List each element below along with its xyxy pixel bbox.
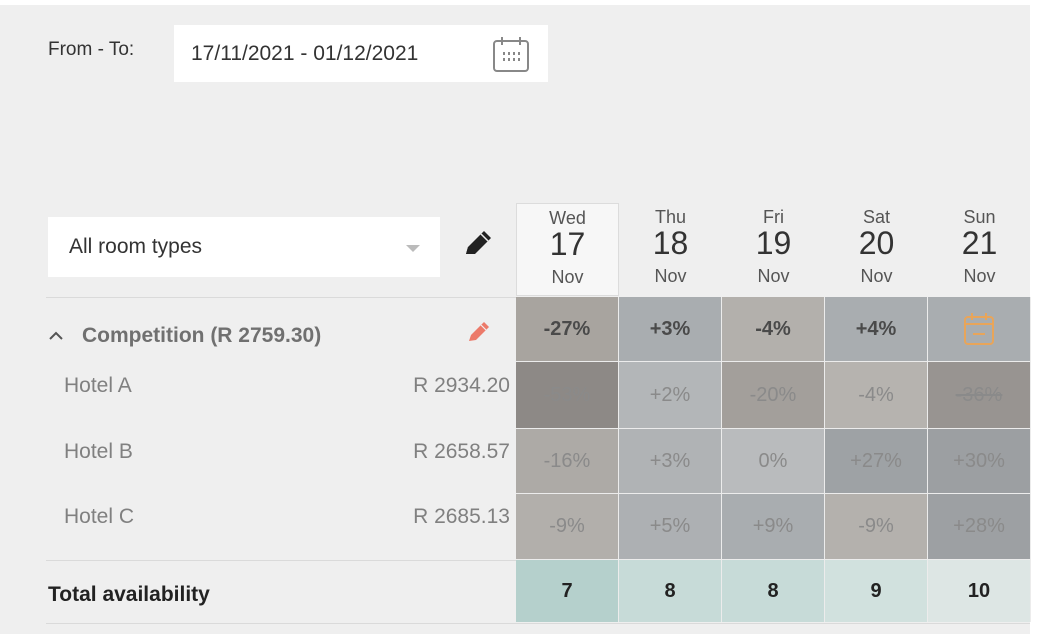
day-name: Sat xyxy=(862,207,891,227)
day-mon: Nov xyxy=(551,267,584,287)
rate-diff-value: +5% xyxy=(649,515,691,537)
day-name: Wed xyxy=(549,208,586,228)
availability-cell: 8 xyxy=(722,560,825,622)
competition-cell[interactable]: +3% xyxy=(619,297,722,362)
rate-diff-cell[interactable]: +9% xyxy=(722,494,825,560)
competition-cell[interactable]: -4% xyxy=(722,297,825,362)
rate-diff-cell[interactable]: -4% xyxy=(825,362,928,429)
rate-diff-cell[interactable]: +28% xyxy=(928,494,1031,560)
competition-cell-value: -27% xyxy=(543,317,591,340)
competition-cell[interactable]: -27% xyxy=(516,297,619,362)
totals-divider xyxy=(46,560,516,561)
rate-diff-cell[interactable]: +27% xyxy=(825,429,928,494)
rate-diff-cell[interactable]: -20% xyxy=(722,362,825,429)
availability-cell: 7 xyxy=(516,560,619,622)
day-name: Sun xyxy=(963,207,996,227)
day-header-20[interactable]: Sat 20 Nov xyxy=(825,203,928,296)
rate-diff-value: +27% xyxy=(850,449,902,472)
rate-diff-cell[interactable]: -36% xyxy=(928,362,1031,429)
day-name: Fri xyxy=(763,207,784,227)
pencil-icon[interactable] xyxy=(460,226,496,262)
rate-diff-cell[interactable]: +5% xyxy=(619,494,722,560)
day-header-21[interactable]: Sun 21 Nov xyxy=(928,203,1031,296)
rate-diff-value: -53% xyxy=(543,383,591,406)
competition-cell[interactable] xyxy=(928,297,1031,362)
hotel-price: R 2658.57 xyxy=(413,440,510,463)
rate-diff-value: -4% xyxy=(858,383,894,406)
calendar-warning-icon xyxy=(964,313,994,345)
hotel-price: R 2685.13 xyxy=(413,505,510,528)
header-divider xyxy=(46,297,516,298)
rate-diff-value: +2% xyxy=(649,383,691,406)
rate-diff-value: +30% xyxy=(953,449,1005,472)
rate-diff-cell[interactable]: -53% xyxy=(516,362,619,429)
availability-cell: 9 xyxy=(825,560,928,622)
rate-diff-value: -9% xyxy=(858,515,894,537)
day-header-17[interactable]: Wed 17 Nov xyxy=(516,203,619,296)
hotel-name: Hotel B xyxy=(64,440,133,463)
date-range-value: 17/11/2021 - 01/12/2021 xyxy=(191,42,419,65)
day-num: 19 xyxy=(755,225,792,261)
competition-cell[interactable]: +4% xyxy=(825,297,928,362)
day-num: 20 xyxy=(858,225,895,261)
rate-diff-value: 0% xyxy=(758,449,788,472)
caret-down-icon xyxy=(406,245,420,252)
day-num: 21 xyxy=(961,225,998,261)
day-mon: Nov xyxy=(757,266,790,286)
total-availability-label: Total availability xyxy=(48,583,210,606)
date-range-picker[interactable]: 17/11/2021 - 01/12/2021 xyxy=(174,25,548,82)
chevron-up-icon[interactable] xyxy=(46,326,66,346)
availability-cell: 8 xyxy=(619,560,722,622)
rate-diff-value: +9% xyxy=(752,515,794,537)
calendar-icon[interactable] xyxy=(492,35,530,73)
availability-cell: 10 xyxy=(928,560,1031,622)
competition-cell-value: -4% xyxy=(755,317,791,340)
rate-diff-cell[interactable]: +2% xyxy=(619,362,722,429)
competition-label[interactable]: Competition (R 2759.30) xyxy=(82,324,322,347)
hotel-name: Hotel A xyxy=(64,374,132,397)
hotel-price: R 2934.20 xyxy=(413,374,510,397)
rate-diff-cell[interactable]: -9% xyxy=(516,494,619,560)
rate-diff-cell[interactable]: 0% xyxy=(722,429,825,494)
hotel-name: Hotel C xyxy=(64,505,135,528)
from-to-label: From - To: xyxy=(48,39,135,60)
rate-diff-cell[interactable]: -16% xyxy=(516,429,619,494)
rate-diff-cell[interactable]: +3% xyxy=(619,429,722,494)
room-type-select[interactable]: All room types xyxy=(48,217,440,277)
day-header-19[interactable]: Fri 19 Nov xyxy=(722,203,825,296)
rate-diff-value: +28% xyxy=(953,515,1005,537)
day-num: 18 xyxy=(652,225,689,261)
rate-diff-cell[interactable]: +30% xyxy=(928,429,1031,494)
rate-diff-value: -20% xyxy=(749,383,797,406)
day-mon: Nov xyxy=(860,266,893,286)
room-type-value: All room types xyxy=(69,235,203,258)
rate-diff-cell[interactable]: -9% xyxy=(825,494,928,560)
day-mon: Nov xyxy=(654,266,687,286)
day-mon: Nov xyxy=(963,266,996,286)
bottom-divider xyxy=(46,623,1030,624)
competition-cell-value: +3% xyxy=(649,317,691,340)
rate-diff-value: +3% xyxy=(649,449,691,472)
day-num: 17 xyxy=(549,226,586,262)
rate-diff-value: -9% xyxy=(549,515,585,537)
day-name: Thu xyxy=(654,207,687,227)
rate-diff-value: -16% xyxy=(543,449,591,472)
competition-cell-value: +4% xyxy=(855,317,897,340)
day-header-18[interactable]: Thu 18 Nov xyxy=(619,203,722,296)
pencil-icon[interactable] xyxy=(465,318,493,346)
rate-diff-value: -36% xyxy=(955,383,1003,406)
